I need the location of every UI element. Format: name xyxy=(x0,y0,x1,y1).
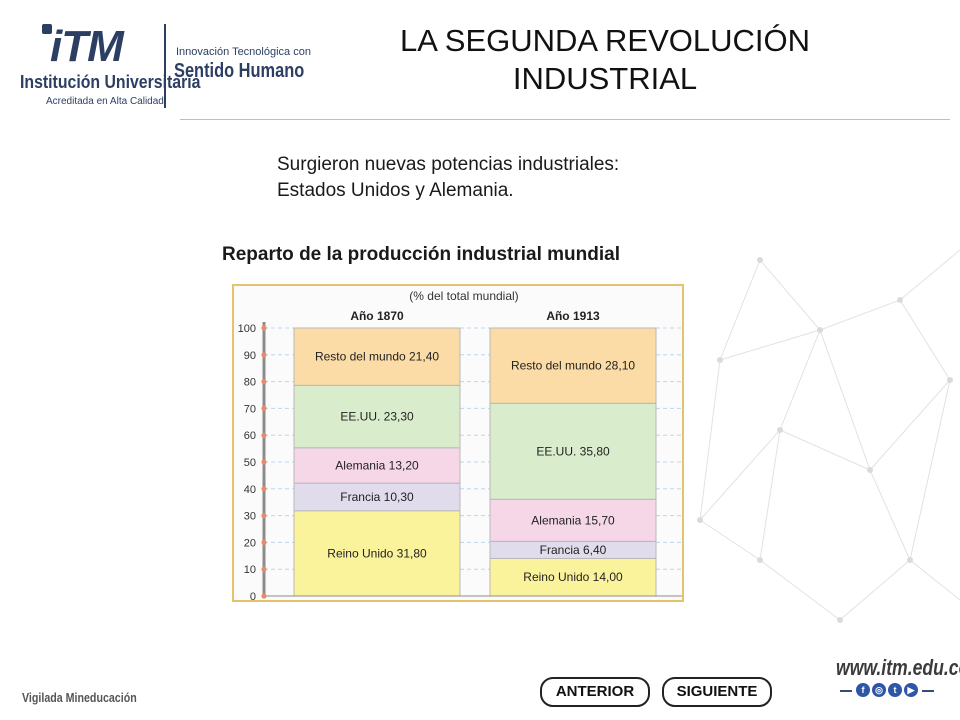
logo-accreditation: Acreditada en Alta Calidad xyxy=(46,96,164,107)
chart-heading: Reparto de la producción industrial mund… xyxy=(222,244,620,265)
y-tick-label: 40 xyxy=(244,484,256,496)
y-tick-marker xyxy=(261,593,267,599)
slide-title-line2: INDUSTRIAL xyxy=(512,61,698,96)
bar-segment xyxy=(293,447,461,484)
bar-segment xyxy=(489,557,657,597)
slide-title-line1: LA SEGUNDA REVOLUCIÓN xyxy=(399,23,810,58)
vigilada-label: Vigilada Mineducación xyxy=(22,690,137,705)
y-tick-label: 100 xyxy=(238,323,256,335)
y-tick-label: 20 xyxy=(244,537,256,549)
data-label: Resto del mundo 21,40 xyxy=(315,350,439,364)
production-chart-svg: (% del total mundial) Año 1870 Reino Unido… xyxy=(238,289,682,600)
slide-title: LA SEGUNDA REVOLUCIÓN INDUSTRIAL xyxy=(360,22,850,98)
instagram-icon[interactable]: ◎ xyxy=(872,683,886,697)
data-label: Alemania 13,20 xyxy=(335,458,419,472)
bar-segment xyxy=(293,482,461,512)
y-tick-label: 30 xyxy=(244,511,256,523)
youtube-icon[interactable]: ▶ xyxy=(904,683,918,697)
body-text-line2: Estados Unidos y Alemania. xyxy=(277,180,514,201)
data-label: Reino Unido 14,00 xyxy=(523,570,623,584)
body-text: Surgieron nuevas potencias industriales:… xyxy=(277,152,619,204)
y-tick-marker xyxy=(261,566,267,572)
y-tick-marker xyxy=(261,379,267,385)
logo-brand: iTM xyxy=(50,22,124,71)
y-tick-label: 90 xyxy=(244,350,256,362)
bar-segment xyxy=(293,510,461,597)
y-tick-marker xyxy=(261,513,267,519)
data-label: Francia 6,40 xyxy=(540,543,607,557)
facebook-icon[interactable]: f xyxy=(856,683,870,697)
y-tick-marker xyxy=(261,405,267,411)
bar-segment xyxy=(489,327,657,404)
logo-tagline-top: Innovación Tecnológica con xyxy=(176,46,311,58)
y-tick-marker xyxy=(261,486,267,492)
social-line-left xyxy=(840,690,852,692)
y-tick-label: 10 xyxy=(244,564,256,576)
y-tick-label: 0 xyxy=(250,591,256,600)
logo-tagline-bottom: Sentido Humano xyxy=(174,60,305,82)
twitter-icon[interactable]: t xyxy=(888,683,902,697)
title-divider xyxy=(180,119,950,120)
bar-segment xyxy=(293,327,461,386)
bar-segment xyxy=(489,402,657,500)
social-line-right xyxy=(922,690,934,692)
y-tick-label: 60 xyxy=(244,430,256,442)
next-button[interactable]: SIGUIENTE xyxy=(662,677,772,707)
logo-institution: Institución Universitaria xyxy=(20,72,201,92)
y-tick-marker xyxy=(261,459,267,465)
category-label: Año 1913 xyxy=(546,309,600,323)
chart-subtitle: (% del total mundial) xyxy=(409,289,518,303)
data-label: Francia 10,30 xyxy=(340,490,414,504)
category-label: Año 1870 xyxy=(350,309,404,323)
website-label: www.itm.edu.co xyxy=(836,655,960,680)
data-label: Resto del mundo 28,10 xyxy=(511,359,635,373)
data-label: Alemania 15,70 xyxy=(531,513,615,527)
y-tick-label: 50 xyxy=(244,457,256,469)
y-tick-label: 80 xyxy=(244,377,256,389)
bar-segment xyxy=(293,384,461,449)
itm-logo: iTM Institución Universitaria Acreditada… xyxy=(16,16,311,112)
data-label: Reino Unido 31,80 xyxy=(327,546,427,560)
logo-mark-icon xyxy=(42,24,52,34)
production-chart: (% del total mundial) Año 1870 Reino Unido… xyxy=(232,284,684,602)
logo-divider xyxy=(164,24,166,108)
y-tick-label: 70 xyxy=(244,403,256,415)
y-tick-marker xyxy=(261,432,267,438)
data-label: EE.UU. 23,30 xyxy=(340,410,414,424)
y-tick-marker xyxy=(261,325,267,331)
y-tick-marker xyxy=(261,352,267,358)
y-tick-marker xyxy=(261,539,267,545)
data-label: EE.UU. 35,80 xyxy=(536,444,610,458)
previous-button[interactable]: ANTERIOR xyxy=(540,677,650,707)
social-icons: f ◎ t ▶ xyxy=(840,683,940,699)
body-text-line1: Surgieron nuevas potencias industriales: xyxy=(277,154,620,175)
